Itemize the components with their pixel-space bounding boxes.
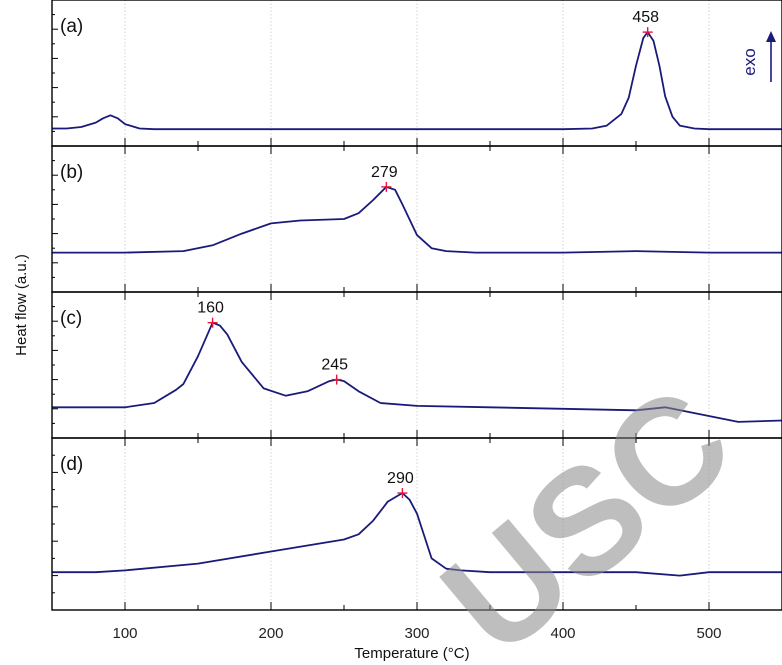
- frame-layer: [51, 0, 782, 611]
- series-line-3: [52, 321, 782, 423]
- peak-label: 279: [371, 164, 398, 181]
- panel-label: (a): [60, 16, 83, 37]
- peak-label: 160: [197, 300, 224, 317]
- x-tick-label: 400: [550, 625, 575, 642]
- panel-label: (b): [60, 162, 83, 183]
- exo-label: exo: [740, 48, 759, 75]
- exo-indicator: exo: [740, 31, 776, 82]
- panel-label: (c): [60, 308, 82, 329]
- x-tick-label: 500: [696, 625, 721, 642]
- panel-label: (d): [60, 454, 83, 475]
- grid-layer: [124, 0, 710, 610]
- x-tick-label: 200: [258, 625, 283, 642]
- x-axis-title: Temperature (°C): [354, 645, 469, 662]
- peak-label: 458: [632, 9, 659, 26]
- text-layer: (a) 458 (b) 279 (c) 160 245 (d) 290 100 200 300 400 5…: [60, 9, 722, 642]
- x-tick-label: 300: [404, 625, 429, 642]
- series-line-1: [52, 31, 782, 131]
- peak-label: 290: [387, 470, 414, 487]
- peak-label: 245: [321, 357, 348, 374]
- y-axis-title: Heat flow (a.u.): [13, 254, 30, 356]
- series-line-4: [52, 492, 782, 577]
- x-tick-label: 100: [112, 625, 137, 642]
- exo-arrowhead-icon: [766, 31, 776, 42]
